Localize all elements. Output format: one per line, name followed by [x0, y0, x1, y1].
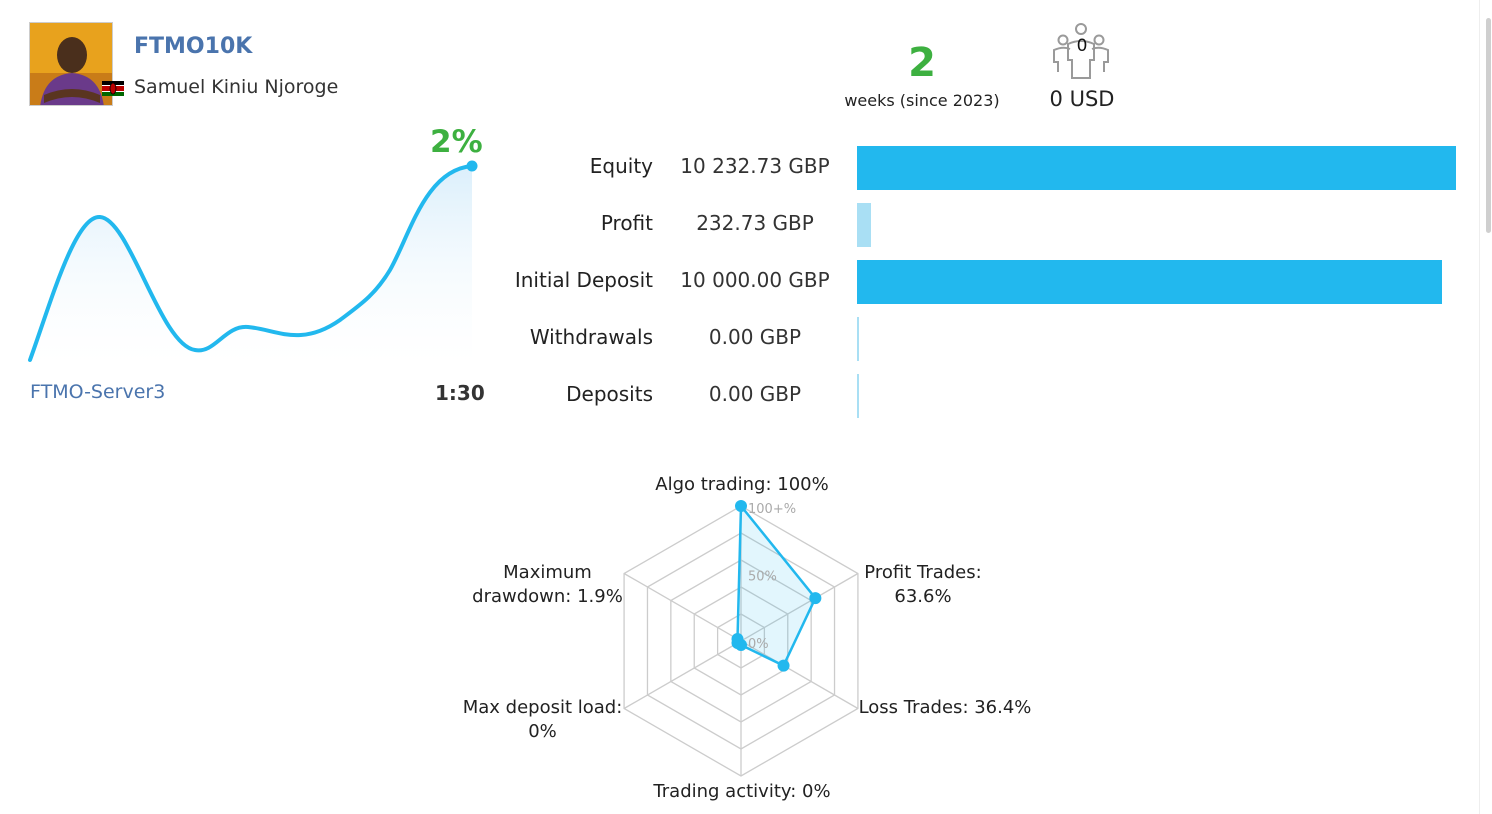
owner-name: Samuel Kiniu Njoroge — [134, 76, 339, 98]
equity-bar — [857, 146, 1456, 190]
radar-scale-label: 0% — [748, 637, 769, 652]
withdrawals-label: Withdrawals — [529, 325, 653, 349]
deposits-bar — [857, 374, 859, 418]
initial-deposit-bar — [857, 260, 1442, 304]
radar-data-point — [731, 632, 744, 645]
radar-label-line: Profit Trades: — [864, 562, 982, 583]
radar-chart: 100+% 50% 0% — [623, 500, 859, 777]
radar-label-line: Max deposit load: — [462, 697, 623, 718]
initial-deposit-value: 10 000.00 GBP — [680, 268, 830, 292]
radar-label-line: Loss Trades: 36.4% — [858, 697, 1032, 718]
avatar[interactable] — [29, 22, 113, 106]
radar-scale-label: 100+% — [748, 502, 796, 517]
growth-chart[interactable] — [0, 120, 500, 370]
radar-data-point — [809, 592, 822, 605]
profit-bar — [857, 203, 871, 247]
initial-deposit-label: Initial Deposit — [514, 268, 653, 292]
radar-data-point — [735, 500, 747, 512]
radar-label-line: Trading activity: 0% — [653, 781, 831, 802]
radar-label-trading-activity: Trading activity: 0% — [637, 780, 847, 804]
profit-value: 232.73 GBP — [696, 211, 814, 235]
growth-end-point — [466, 160, 478, 172]
radar-label-line: Algo trading: 100% — [655, 474, 829, 495]
subscribers-usd: 0 USD — [1049, 87, 1115, 111]
growth-percent: 2% — [430, 124, 483, 160]
withdrawals-value: 0.00 GBP — [708, 325, 802, 349]
radar-label-max-deposit-load: Max deposit load: 0% — [455, 696, 630, 744]
server-link[interactable]: FTMO-Server3 — [30, 381, 166, 403]
radar-label-profit-trades: Profit Trades: 63.6% — [848, 561, 998, 609]
leverage-value: 1:30 — [435, 381, 485, 405]
radar-label-line: Maximum — [503, 562, 592, 583]
radar-label-algo-trading: Algo trading: 100% — [642, 473, 842, 497]
equity-label: Equity — [589, 154, 653, 178]
growth-area — [30, 166, 472, 365]
radar-label-line: 0% — [528, 721, 557, 742]
radar-data-point — [777, 659, 790, 672]
kenya-flag-icon — [102, 81, 124, 96]
radar-label-line: drawdown: 1.9% — [472, 586, 623, 607]
growth-line — [28, 164, 474, 362]
equity-value: 10 232.73 GBP — [680, 154, 830, 178]
radar-spoke — [623, 640, 742, 710]
scrollbar-thumb[interactable] — [1486, 18, 1491, 233]
radar-label-line: 63.6% — [894, 586, 952, 607]
deposits-value: 0.00 GBP — [708, 382, 802, 406]
radar-label-maximum-drawdown: Maximum drawdown: 1.9% — [465, 561, 630, 609]
weeks-label: weeks (since 2023) — [844, 91, 1000, 110]
radar-spoke — [740, 640, 859, 710]
weeks-count: 2 — [908, 40, 936, 86]
radar-scale-label: 50% — [748, 570, 777, 585]
profit-label: Profit — [600, 211, 653, 235]
radar-spoke — [740, 572, 859, 642]
subscribers-count: 0 — [1076, 36, 1088, 56]
account-name-link[interactable]: FTMO10K — [134, 34, 253, 59]
subscribers-icon[interactable] — [1050, 20, 1112, 82]
withdrawals-bar — [857, 317, 859, 361]
radar-spoke — [623, 572, 742, 642]
radar-label-loss-trades: Loss Trades: 36.4% — [855, 696, 1035, 720]
deposits-label: Deposits — [566, 382, 653, 406]
